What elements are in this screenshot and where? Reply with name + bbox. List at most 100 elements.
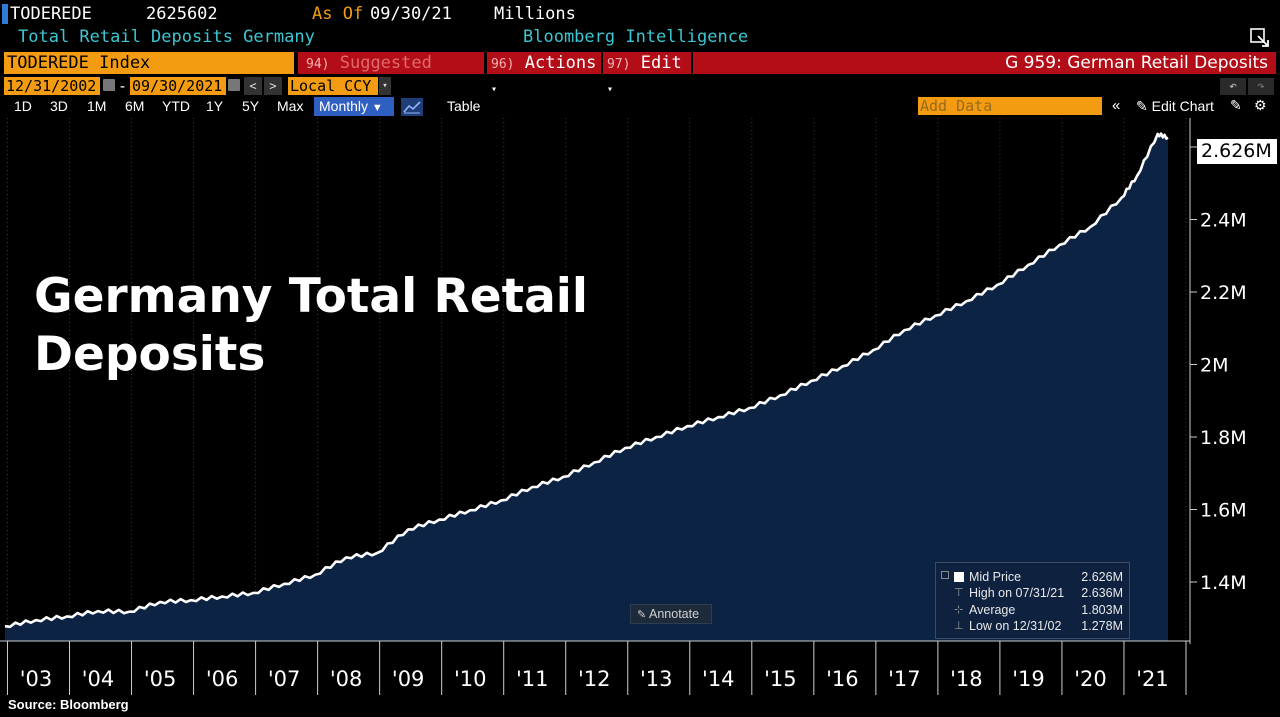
x-tick-label: '10 [454, 667, 487, 691]
prev-period-icon[interactable]: < [244, 77, 262, 95]
annotate-label: Annotate [649, 607, 700, 621]
x-tick-label: '19 [1012, 667, 1045, 691]
x-tick-label: '11 [516, 667, 549, 691]
add-data-input[interactable]: Add Data [918, 97, 1102, 115]
x-tick-label: '09 [392, 667, 425, 691]
x-tick-label: '12 [578, 667, 611, 691]
y-tick-label: 1.8M [1200, 427, 1247, 449]
security-header: TODEREDE 2625602 As Of 09/30/21 Millions [0, 2, 1280, 26]
x-tick-label: '17 [888, 667, 921, 691]
edit-menu-button[interactable]: 97) Edit ▾ [603, 52, 691, 95]
overlay-title-line-2: Deposits [34, 327, 266, 382]
legend-average-row: ⊹ Average 1.803M [936, 603, 1131, 619]
edit-chart-button[interactable]: ✎ Edit Chart [1136, 98, 1214, 115]
high-marker-icon: ⊤ [954, 587, 964, 599]
popout-icon[interactable] [1250, 28, 1270, 48]
currency-dropdown-icon[interactable]: ▾ [379, 77, 391, 95]
data-provider: Bloomberg Intelligence [523, 27, 749, 47]
x-tick-label: '13 [640, 667, 673, 691]
end-calendar-icon[interactable] [228, 79, 240, 91]
as-of-label: As Of [312, 4, 364, 24]
start-date-input[interactable]: 12/31/2002 [4, 77, 100, 95]
security-description: Total Retail Deposits Germany [18, 27, 315, 47]
x-tick-label: '04 [82, 667, 115, 691]
date-range-bar: 12/31/2002 - 09/30/2021 < > Local CCY ▾ … [0, 76, 1280, 96]
legend-low-value: 1.278M [1081, 619, 1123, 633]
edit-chart-label: Edit Chart [1151, 98, 1214, 114]
range-6m-button[interactable]: 6M [125, 98, 145, 114]
actions-menu-button[interactable]: 96) Actions ▾ [487, 52, 601, 95]
collapse-icon[interactable]: « [1112, 97, 1121, 114]
edit-square-icon[interactable]: ✎ [1230, 97, 1242, 113]
x-tick-label: '15 [764, 667, 797, 691]
legend-average-label: Average [969, 603, 1016, 617]
legend-low-row: ⊥ Low on 12/31/02 1.278M [936, 619, 1131, 635]
x-tick-label: '03 [20, 667, 53, 691]
deposits-line [4, 132, 1169, 629]
edit-dropdown-icon: ▾ [607, 84, 614, 95]
start-calendar-icon[interactable] [103, 79, 115, 91]
source-note: Source: Bloomberg [8, 697, 129, 712]
x-tick-label: '18 [950, 667, 983, 691]
suggested-charts-number: 94) [306, 57, 330, 72]
redo-icon[interactable]: ↷ [1248, 78, 1274, 95]
x-axis: '03 '04 '05 '06 '07 '08 '09 '10 '11 '12 '13 '14 '15 '… [0, 640, 1190, 695]
suggested-charts-button[interactable]: 94) Suggested Charts [298, 52, 484, 97]
settings-gear-icon[interactable]: ⚙ [1254, 97, 1267, 113]
y-tick-label: 1.6M [1200, 500, 1247, 522]
area-fill [5, 133, 1168, 641]
legend-mid-value: 2.626M [1081, 570, 1123, 584]
range-1d-button[interactable]: 1D [14, 98, 32, 114]
legend-mid-swatch [954, 572, 964, 582]
x-tick-label: '14 [702, 667, 735, 691]
range-5y-button[interactable]: 5Y [242, 98, 260, 114]
pencil-icon: ✎ [1136, 98, 1148, 114]
date-separator: - [118, 77, 128, 95]
x-tick-label: '20 [1074, 667, 1107, 691]
range-1y-button[interactable]: 1Y [206, 98, 224, 114]
chart-id-title: G 959: German Retail Deposits [693, 52, 1276, 74]
x-tick-label: '07 [268, 667, 301, 691]
y-tick-label: 2.4M [1200, 210, 1247, 232]
periodicity-label: Monthly [319, 98, 369, 114]
last-value: 2625602 [146, 4, 218, 24]
actions-number: 96) [491, 57, 515, 72]
range-ytd-button[interactable]: YTD [162, 98, 190, 114]
x-tick-label: '05 [144, 667, 177, 691]
average-marker-icon: ⊹ [954, 604, 964, 616]
last-value-tag: 2.626M [1197, 139, 1277, 164]
legend-high-label: High on 07/31/21 [969, 586, 1065, 600]
legend-panel: Mid Price 2.626M ⊤ High on 07/31/21 2.63… [935, 562, 1130, 639]
edit-number: 97) [607, 57, 631, 72]
periodicity-select[interactable]: Monthly ▼ [314, 97, 394, 116]
y-tick-label: 1.4M [1200, 572, 1247, 594]
annotate-pencil-icon: ✎ [637, 609, 647, 621]
next-period-icon[interactable]: > [264, 77, 282, 95]
legend-collapse-icon[interactable] [941, 571, 949, 579]
legend-low-label: Low on 12/31/02 [969, 619, 1062, 633]
currency-select[interactable]: Local CCY [288, 77, 378, 95]
range-max-button[interactable]: Max [277, 98, 304, 114]
end-date-input[interactable]: 09/30/2021 [130, 77, 226, 95]
actions-label: Actions [524, 53, 597, 73]
x-tick-label: '08 [330, 667, 363, 691]
undo-icon[interactable]: ↶ [1220, 78, 1246, 95]
annotate-button[interactable]: ✎ Annotate [630, 604, 712, 624]
legend-average-value: 1.803M [1081, 603, 1123, 617]
table-view-button[interactable]: Table [447, 98, 481, 114]
legend-mid-row[interactable]: Mid Price 2.626M [936, 570, 1131, 586]
range-toolbar: 1D 3D 1M 6M YTD 1Y 5Y Max Monthly ▼ Tabl… [0, 97, 1280, 117]
line-chart-icon[interactable] [401, 98, 423, 116]
range-3d-button[interactable]: 3D [50, 98, 68, 114]
x-tick-label: '16 [826, 667, 859, 691]
periodicity-dropdown-icon: ▼ [371, 102, 383, 114]
range-1m-button[interactable]: 1M [87, 98, 107, 114]
ticker-code[interactable]: TODEREDE [10, 4, 92, 24]
legend-high-row: ⊤ High on 07/31/21 2.636M [936, 586, 1131, 602]
active-tab-marker [2, 4, 8, 24]
edit-label: Edit [640, 53, 682, 73]
security-field[interactable]: TODEREDE Index [4, 52, 294, 74]
actions-dropdown-icon: ▾ [491, 84, 498, 95]
